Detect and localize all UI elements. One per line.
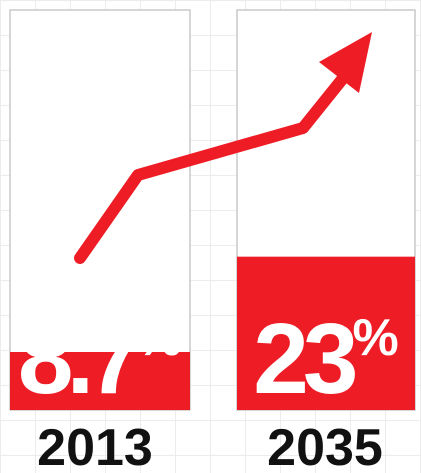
trend-line xyxy=(74,66,354,264)
bar-2035 xyxy=(237,256,415,410)
category-label-2035: 2035 xyxy=(267,419,383,473)
bar-2013 xyxy=(10,352,190,410)
bar-value-label-2013: 8.7% xyxy=(18,303,182,415)
bar-group-2035: 23% 2035 xyxy=(236,9,416,473)
bar-group-2013: 8.7% 2013 xyxy=(9,9,191,473)
arrow-head-icon xyxy=(319,32,372,93)
upward-trend-arrow xyxy=(74,32,372,264)
bar-track-2013 xyxy=(9,9,191,411)
bar-value-label-2035: 23% xyxy=(253,303,398,415)
category-label-2013: 2013 xyxy=(37,419,153,473)
